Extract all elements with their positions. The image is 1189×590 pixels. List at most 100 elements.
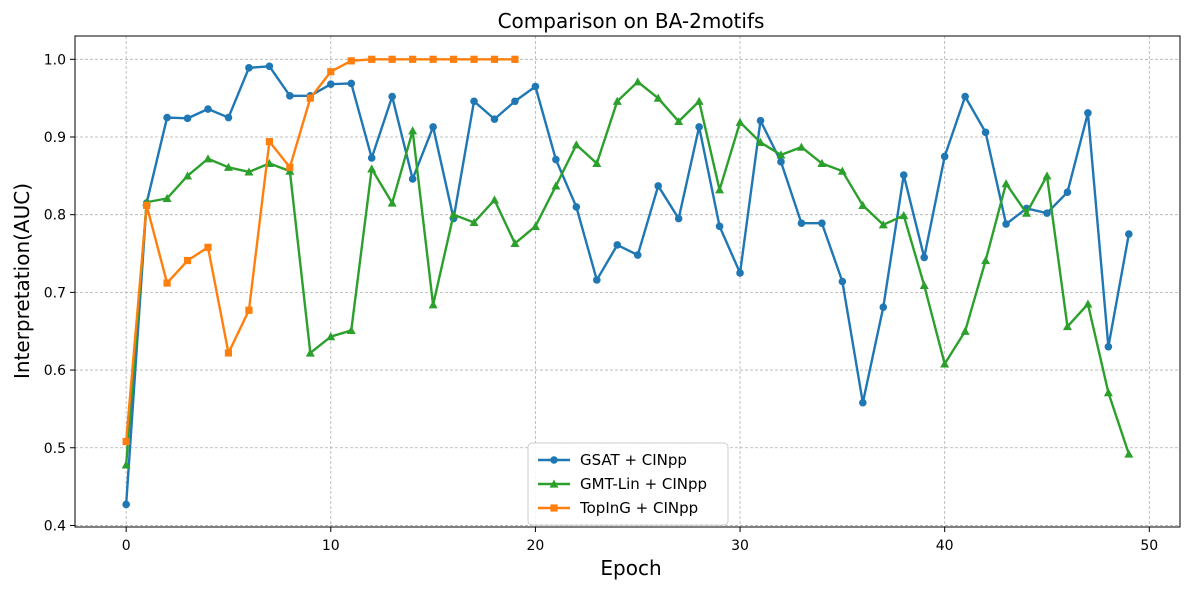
data-point — [183, 171, 193, 180]
data-point — [920, 253, 929, 262]
y-tick-label: 0.4 — [44, 518, 66, 534]
data-point — [694, 96, 704, 105]
legend-swatch-marker — [549, 479, 559, 488]
y-tick-label: 0.5 — [44, 441, 66, 457]
data-point — [265, 138, 273, 146]
data-point — [1125, 230, 1133, 238]
data-point — [817, 158, 827, 168]
data-point — [326, 80, 335, 88]
data-point — [428, 300, 438, 309]
data-point — [653, 93, 663, 102]
data-point — [286, 163, 294, 171]
y-axis-label: Interpretation(AUC) — [10, 183, 34, 379]
data-point — [837, 166, 847, 175]
data-point — [223, 162, 233, 171]
data-point — [919, 280, 929, 289]
data-point — [899, 210, 909, 220]
data-point — [1002, 220, 1010, 228]
series-line — [124, 80, 1130, 465]
data-point — [1084, 109, 1092, 117]
data-point — [449, 55, 458, 63]
data-point — [511, 55, 519, 63]
data-point — [326, 332, 336, 341]
y-tick-label: 0.7 — [44, 285, 66, 301]
data-point — [1001, 179, 1011, 188]
data-point — [899, 171, 908, 179]
data-point — [735, 117, 745, 126]
data-point — [163, 279, 171, 287]
series-layer — [121, 55, 1134, 509]
data-point — [571, 140, 581, 149]
data-point — [408, 175, 417, 183]
data-point — [469, 217, 479, 227]
data-point — [1063, 188, 1072, 196]
data-point — [183, 114, 192, 123]
data-point — [490, 55, 499, 63]
data-point — [818, 219, 826, 228]
data-point — [510, 238, 520, 248]
data-point — [1103, 388, 1113, 397]
data-point — [674, 116, 684, 126]
data-point — [244, 167, 254, 176]
series-0 — [122, 62, 1133, 509]
y-tick-label: 0.9 — [44, 130, 66, 146]
data-point — [367, 164, 377, 173]
data-point — [981, 256, 991, 265]
x-axis-label: Epoch — [600, 556, 661, 580]
data-point — [327, 68, 335, 76]
data-point — [347, 57, 355, 65]
series-2 — [122, 55, 519, 446]
y-tick-label: 0.8 — [44, 208, 66, 224]
data-point — [1022, 208, 1032, 217]
data-point — [796, 142, 806, 151]
y-axis: 0.4 0.5 0.6 0.7 0.8 0.9 1.0 — [44, 52, 75, 534]
data-point — [122, 500, 130, 509]
data-point — [347, 79, 356, 88]
data-point — [776, 150, 786, 159]
data-point — [572, 203, 581, 211]
data-point — [613, 241, 622, 249]
legend-item: GMT-Lin + CINpp — [538, 475, 707, 493]
data-point — [961, 92, 969, 101]
data-point — [960, 326, 970, 335]
data-point — [204, 105, 212, 113]
x-tick-label: 10 — [322, 538, 340, 554]
data-point — [674, 214, 683, 223]
data-point — [387, 198, 397, 207]
data-point — [695, 123, 703, 131]
data-point — [143, 201, 151, 209]
data-point — [183, 256, 192, 265]
data-point — [1104, 342, 1113, 351]
data-point — [1124, 449, 1134, 458]
data-point — [306, 94, 314, 102]
data-point — [1042, 171, 1052, 180]
legend-label: TopInG + CINpp — [579, 499, 698, 517]
data-point — [715, 185, 725, 194]
data-point — [879, 303, 888, 311]
data-point — [162, 193, 172, 202]
data-point — [286, 92, 294, 100]
data-point — [245, 64, 253, 72]
data-point — [756, 137, 766, 147]
data-point — [470, 55, 478, 63]
x-tick-label: 20 — [527, 538, 545, 554]
data-point — [1083, 299, 1093, 308]
data-point — [511, 97, 519, 106]
data-point — [592, 158, 602, 168]
data-point — [224, 113, 233, 122]
data-point — [858, 200, 868, 209]
data-point — [593, 276, 601, 284]
data-point — [612, 96, 622, 105]
data-point — [530, 221, 540, 230]
data-point — [1043, 209, 1051, 217]
data-point — [346, 325, 356, 335]
data-point — [654, 182, 662, 190]
x-tick-label: 30 — [731, 538, 749, 554]
legend-swatch-marker — [550, 504, 558, 512]
data-point — [838, 277, 847, 286]
data-point — [797, 219, 806, 228]
data-point — [204, 243, 212, 251]
data-point — [490, 115, 499, 123]
data-point — [367, 154, 376, 162]
legend-item: GSAT + CINpp — [538, 451, 687, 469]
